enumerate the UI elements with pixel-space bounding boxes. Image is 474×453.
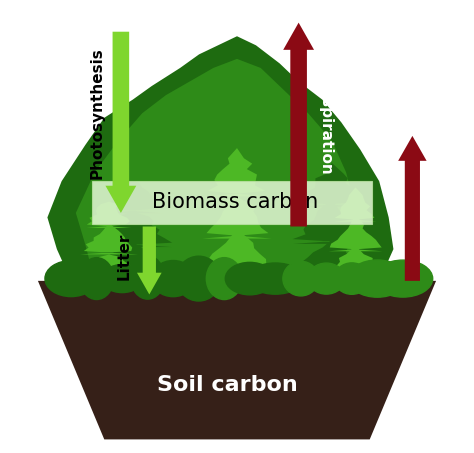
- Ellipse shape: [45, 260, 97, 297]
- Text: Biomass carbon: Biomass carbon: [152, 193, 318, 212]
- Ellipse shape: [225, 262, 274, 295]
- Polygon shape: [76, 59, 360, 281]
- Polygon shape: [202, 196, 272, 239]
- Ellipse shape: [247, 263, 304, 294]
- Ellipse shape: [176, 256, 221, 301]
- Polygon shape: [180, 228, 294, 281]
- Polygon shape: [85, 242, 180, 281]
- Polygon shape: [194, 229, 280, 281]
- Ellipse shape: [101, 265, 143, 293]
- Polygon shape: [103, 181, 163, 213]
- Polygon shape: [94, 211, 172, 247]
- Text: Photosynthesis: Photosynthesis: [90, 48, 105, 179]
- Polygon shape: [201, 105, 273, 171]
- Text: Litter: Litter: [117, 232, 132, 280]
- Ellipse shape: [348, 260, 407, 297]
- Ellipse shape: [206, 258, 242, 299]
- Polygon shape: [191, 161, 283, 226]
- FancyArrow shape: [283, 23, 314, 226]
- Polygon shape: [335, 188, 376, 222]
- Polygon shape: [80, 223, 138, 255]
- Polygon shape: [208, 148, 265, 196]
- Ellipse shape: [308, 263, 345, 294]
- Polygon shape: [299, 163, 362, 207]
- Ellipse shape: [151, 260, 195, 297]
- Ellipse shape: [80, 258, 114, 299]
- Polygon shape: [292, 200, 371, 244]
- Polygon shape: [328, 215, 383, 251]
- Ellipse shape: [334, 263, 370, 294]
- Text: Soil carbon: Soil carbon: [157, 375, 298, 395]
- FancyArrow shape: [398, 136, 427, 281]
- Polygon shape: [322, 246, 389, 281]
- Polygon shape: [284, 240, 380, 281]
- Polygon shape: [47, 36, 393, 281]
- FancyArrow shape: [105, 32, 137, 213]
- Text: Respiration: Respiration: [317, 77, 332, 176]
- Ellipse shape: [373, 260, 433, 297]
- FancyBboxPatch shape: [92, 181, 372, 224]
- Ellipse shape: [283, 261, 319, 296]
- FancyArrow shape: [137, 226, 162, 294]
- Text: Respiration: Respiration: [431, 168, 446, 267]
- Polygon shape: [38, 281, 436, 439]
- Polygon shape: [73, 255, 145, 281]
- Polygon shape: [86, 202, 132, 228]
- Ellipse shape: [131, 258, 164, 299]
